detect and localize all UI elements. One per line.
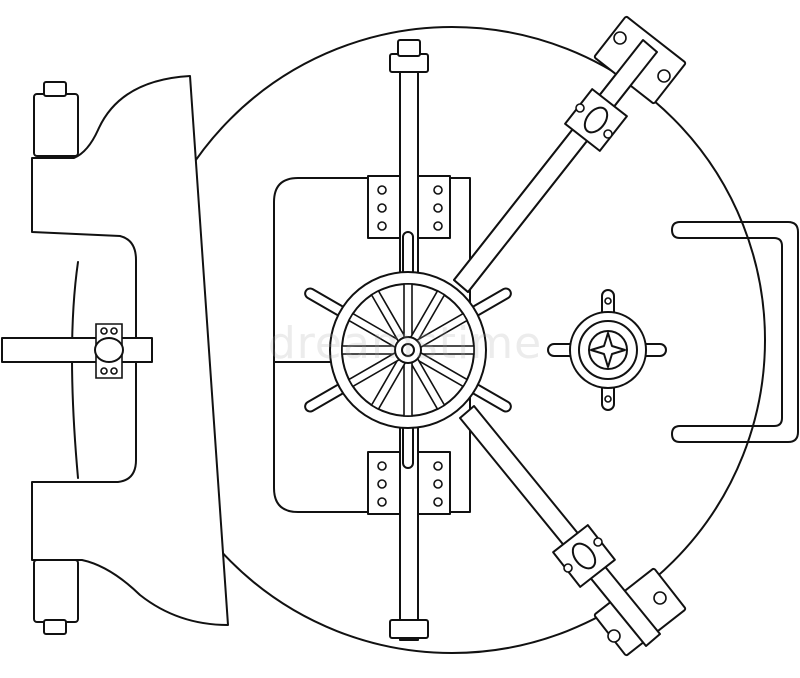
rivet [101, 368, 107, 374]
lower-diagonal-bar-group [460, 406, 686, 656]
vertical-bar-bottom-cap [390, 620, 428, 638]
hinge-pin-bottom [34, 560, 78, 622]
rivet [434, 498, 442, 506]
rivet [576, 104, 584, 112]
rivet [111, 328, 117, 334]
rivet [111, 368, 117, 374]
dial-knob [605, 298, 611, 304]
wheel-hub-center [402, 344, 414, 356]
rivet [614, 32, 626, 44]
vertical-bar-top-knob [398, 40, 420, 56]
dial-knob [605, 396, 611, 402]
rivet [654, 592, 666, 604]
lower-diagonal-collar [568, 539, 599, 572]
rivet [378, 186, 386, 194]
rivet [434, 204, 442, 212]
rivet [101, 328, 107, 334]
wheel-handle [303, 232, 512, 468]
rivet [434, 480, 442, 488]
rivet [378, 480, 386, 488]
rivet [378, 462, 386, 470]
rivet [594, 538, 602, 546]
hinge-pin-bottom-cap [44, 620, 66, 634]
hinge-inner-curve [72, 262, 78, 478]
rivet [658, 70, 670, 82]
rivet [434, 222, 442, 230]
rivet [434, 186, 442, 194]
rivet [434, 462, 442, 470]
left-bolt-collar [95, 338, 123, 362]
door-handle [672, 222, 798, 442]
hinge-bracket [32, 76, 228, 625]
rivet [608, 630, 620, 642]
left-bolt-bar [2, 338, 152, 362]
rivet [378, 204, 386, 212]
hinge-pin-top-cap [44, 82, 66, 96]
rivet [604, 130, 612, 138]
hinge-pin-top [34, 94, 78, 156]
upper-diagonal-bar-group [454, 16, 686, 292]
rivet [378, 498, 386, 506]
rivet [378, 222, 386, 230]
combination-dial [548, 290, 666, 410]
upper-diagonal-collar [580, 103, 611, 136]
dial-star [591, 333, 625, 367]
rivet [564, 564, 572, 572]
